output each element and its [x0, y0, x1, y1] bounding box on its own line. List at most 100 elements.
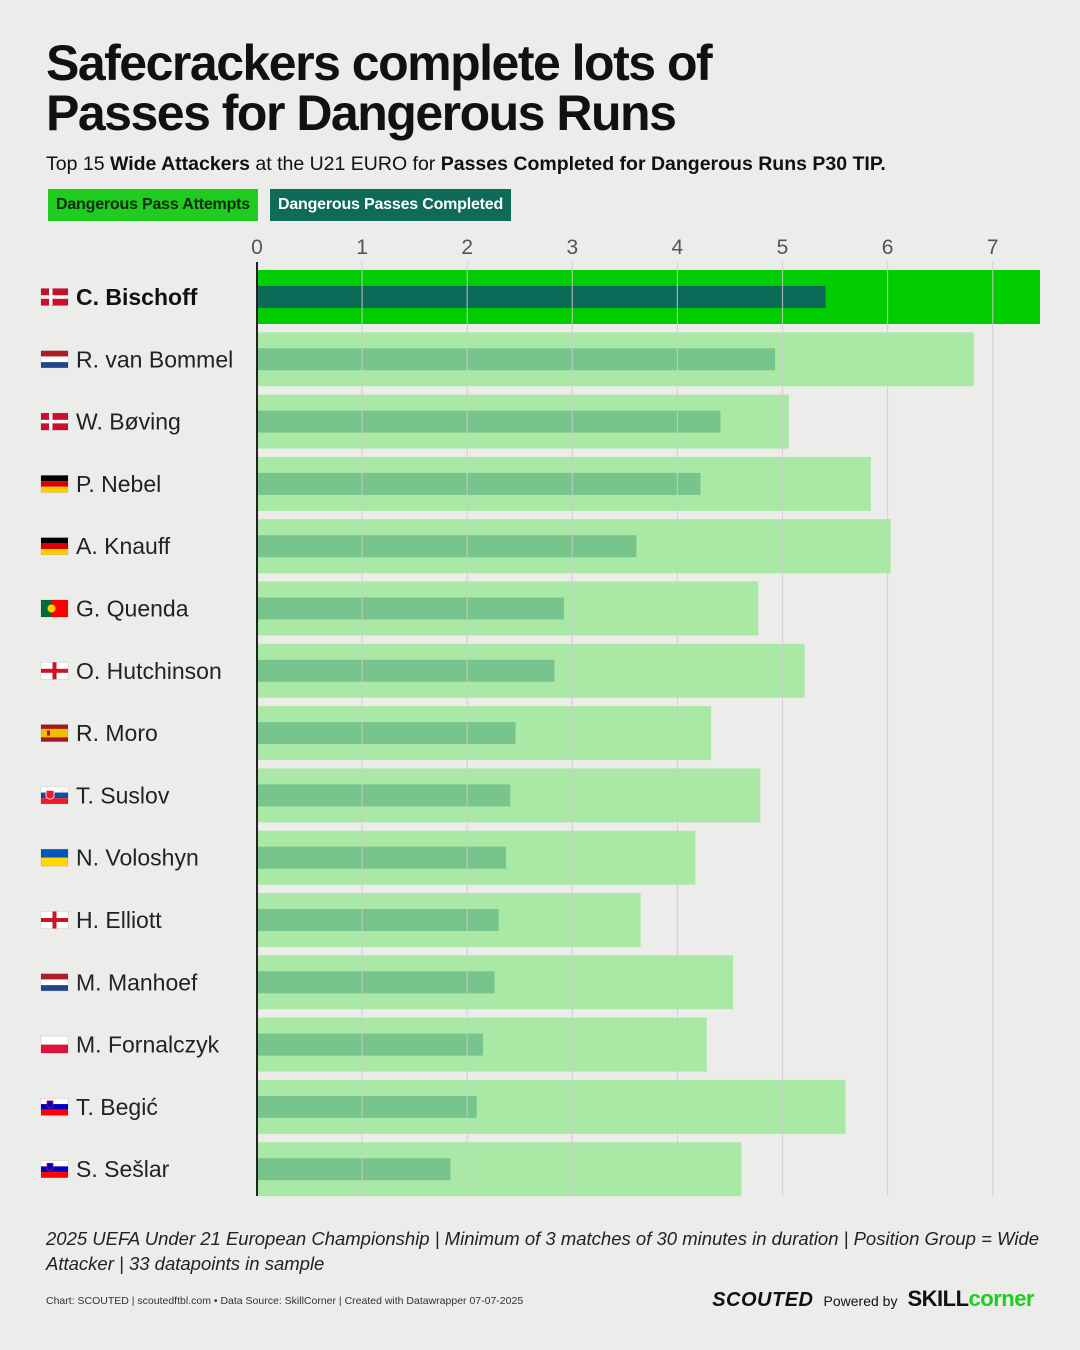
flag-border: [40, 911, 69, 929]
bar-completed: [257, 846, 507, 869]
x-tick-label-4: 4: [672, 236, 684, 259]
flag-part: [41, 792, 68, 799]
flag-part: [41, 979, 68, 986]
flag-ukraine-icon: [40, 848, 69, 867]
flag-border: [40, 350, 69, 369]
bar-row: [257, 581, 759, 636]
bar-row: [257, 332, 974, 387]
flag-part: [41, 1160, 68, 1167]
bar-row: [257, 270, 1040, 324]
page-title: Safecrackers complete lots of Passes for…: [46, 38, 1006, 138]
skillcorner-logo-skill: SKILL: [907, 1286, 969, 1311]
flag-part: [41, 857, 68, 867]
bar-row: [257, 1017, 707, 1072]
flag-part: [46, 1162, 54, 1171]
flag-poland-icon: [40, 1035, 69, 1054]
bar-completed: [257, 722, 516, 745]
bar-completed: [257, 535, 637, 558]
row-label-player: A. Knauff: [76, 533, 171, 559]
subtitle-bold-2: Passes Completed for Dangerous Runs P30 …: [440, 153, 886, 175]
row-label-player: G. Quenda: [76, 596, 189, 622]
flag-part: [41, 486, 68, 493]
flag-part: [41, 1172, 68, 1178]
flag-part: [41, 728, 68, 738]
flag-part: [41, 1036, 68, 1045]
row-label-player: M. Manhoef: [76, 969, 198, 995]
flag-part: [41, 543, 68, 550]
scouted-logo: SCOUTED: [712, 1289, 814, 1311]
flag-part: [41, 973, 68, 980]
flag-part: [41, 475, 68, 482]
bar-completed: [257, 597, 564, 620]
flag-part: [41, 668, 68, 673]
flag-border: [40, 475, 69, 493]
bar-completed: [257, 909, 499, 931]
flag-part: [41, 481, 68, 487]
row-label-player: R. van Bommel: [76, 346, 233, 372]
x-tick-label-1: 1: [356, 236, 368, 259]
bar-completed: [257, 659, 555, 682]
flag-part: [41, 295, 68, 299]
subtitle-text-1: Top 15: [46, 153, 110, 175]
row-label-player: S. Sešlar: [76, 1156, 170, 1182]
flag-part: [41, 985, 68, 991]
flag-border: [40, 599, 69, 618]
flag-part: [41, 356, 68, 363]
row-label-player: M. Fornalczyk: [76, 1032, 220, 1058]
bar-row: [257, 456, 871, 511]
legend-completed: Dangerous Passes Completed: [269, 189, 512, 221]
x-tick-label-7: 7: [987, 236, 999, 259]
row-label-player: P. Nebel: [76, 471, 161, 497]
x-tick-label-2: 2: [461, 236, 473, 259]
row-label-player: N. Voloshyn: [76, 845, 199, 871]
flag-slovenia-icon: [40, 1160, 69, 1178]
title-line-2: Passes for Dangerous Runs: [46, 85, 677, 141]
flag-part: [41, 1098, 68, 1105]
subtitle: Top 15 Wide Attackers at the U21 EURO fo…: [46, 152, 1046, 176]
x-tick-label-5: 5: [777, 236, 789, 259]
flag-part: [41, 419, 68, 424]
flag-border: [40, 724, 69, 742]
flag-border: [40, 537, 69, 556]
skillcorner-logo: SKILLcorner: [907, 1286, 1034, 1312]
legend: Dangerous Pass Attempts Dangerous Passes…: [48, 189, 512, 221]
bar-completed: [257, 410, 721, 433]
subtitle-text-2: at the U21 EURO for: [249, 153, 441, 175]
bar-row: [257, 1079, 846, 1134]
bar-row: [257, 1142, 742, 1197]
bar-completed: [257, 971, 495, 994]
flag-part: [45, 790, 55, 800]
flag-part: [41, 1166, 68, 1173]
bar-row: [257, 893, 641, 947]
credits: Chart: SCOUTED | scoutedftbl.com • Data …: [46, 1295, 524, 1307]
bar-completed: [257, 1033, 483, 1056]
flag-part: [41, 1109, 68, 1116]
bar-row: [257, 955, 734, 1010]
row-label-player: R. Moro: [76, 720, 158, 746]
bar-row: [257, 643, 805, 698]
footnote: 2025 UEFA Under 21 European Championship…: [46, 1228, 1040, 1274]
bar-completed: [257, 286, 826, 308]
flag-border: [40, 786, 69, 805]
row-label-player: H. Elliott: [76, 907, 162, 933]
bar-row: [257, 394, 789, 449]
flag-denmark-icon: [40, 288, 69, 306]
flag-part: [41, 1104, 68, 1110]
flag-border: [40, 288, 69, 306]
legend-attempts: Dangerous Pass Attempts: [48, 189, 258, 221]
title-line-1: Safecrackers complete lots of: [46, 35, 713, 91]
flag-part: [47, 604, 56, 613]
bar-chart: 0 1 2 3 4 5 6 7 C. Bischoff R. van Bommel W. Bøvin…: [40, 236, 1040, 1197]
bar-row: [257, 830, 696, 885]
flag-spain-icon: [40, 724, 69, 742]
flag-slovakia-icon: [40, 786, 69, 805]
subtitle-bold-1: Wide Attackers: [109, 153, 250, 175]
flag-border: [40, 1035, 69, 1054]
flag-part: [41, 918, 68, 922]
bar-row: [257, 519, 891, 574]
bar-completed: [257, 1158, 451, 1181]
flag-part: [41, 549, 68, 555]
bar-completed: [257, 1095, 477, 1118]
flag-england-icon: [40, 911, 69, 929]
flag-germany-icon: [40, 537, 69, 556]
